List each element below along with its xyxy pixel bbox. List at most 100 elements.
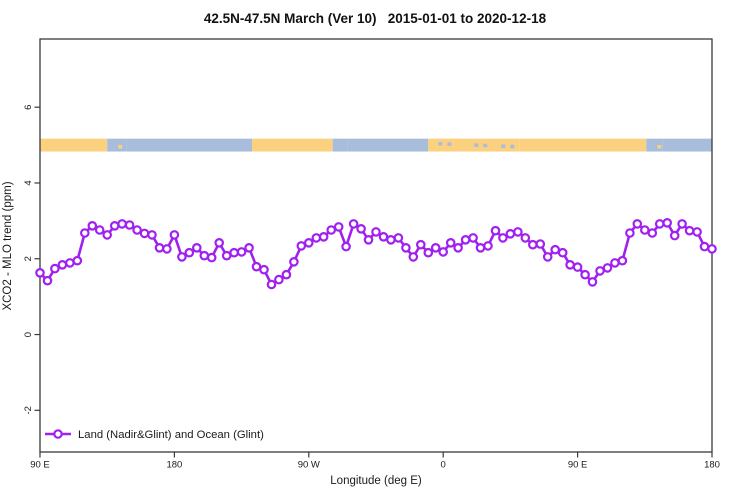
legend-label: Land (Nadir&Glint) and Ocean (Glint): [78, 429, 264, 441]
x-tick-label: 90 E: [30, 460, 50, 471]
band-segment-coast: [107, 138, 127, 152]
band-speck: [501, 144, 506, 148]
data-point: [184, 247, 195, 258]
data-point: [132, 225, 142, 235]
data-point: [527, 239, 538, 250]
data-point: [236, 247, 247, 257]
data-point: [229, 247, 239, 258]
data-point: [498, 233, 508, 243]
y-axis-title: XCO2 - MLO trend (ppm): [2, 181, 14, 310]
x-tick-label: 0: [441, 460, 446, 471]
data-point: [490, 225, 501, 236]
legend-marker-icon: [53, 429, 63, 439]
x-tick-label: 180: [704, 460, 720, 471]
band-speck: [118, 145, 123, 149]
data-point: [80, 228, 90, 238]
data-point: [662, 218, 673, 228]
data-point: [602, 263, 613, 273]
data-point: [386, 235, 396, 245]
data-point: [610, 258, 620, 268]
data-point: [595, 266, 605, 276]
data-point: [259, 264, 269, 275]
data-point: [65, 258, 75, 268]
data-point: [221, 250, 232, 261]
data-point: [468, 233, 478, 243]
data-point: [177, 252, 187, 262]
data-point: [430, 243, 441, 253]
data-point: [289, 256, 299, 267]
data-point: [341, 241, 351, 252]
data-point: [483, 241, 493, 251]
data-point: [557, 247, 568, 258]
data-point: [281, 269, 292, 280]
data-point: [348, 219, 359, 229]
data-point: [393, 233, 404, 243]
band-segment-ocean: [126, 138, 253, 152]
y-tick-label: -2: [23, 406, 34, 414]
data-point: [35, 267, 45, 278]
data-point: [199, 250, 210, 261]
data-point: [632, 219, 643, 229]
data-point: [311, 233, 322, 243]
data-point: [625, 228, 635, 238]
y-tick-label: 2: [23, 256, 34, 261]
data-point: [296, 241, 307, 251]
data-point: [505, 229, 516, 239]
data-point: [154, 243, 165, 253]
data-point: [542, 252, 553, 262]
data-point: [214, 238, 225, 248]
data-point: [162, 244, 172, 254]
data-point: [460, 235, 471, 245]
data-point: [303, 238, 314, 248]
data-point: [50, 263, 60, 274]
axes: 90 E 180 90 W 0 90 E 180 -2 0 2 4 6: [23, 38, 720, 471]
data-point: [72, 255, 83, 266]
data-point: [139, 228, 150, 239]
data-point: [453, 243, 463, 253]
data-point: [401, 243, 411, 253]
band-segment-coast: [332, 138, 348, 152]
band-speck: [483, 143, 488, 148]
data-point: [550, 244, 561, 255]
data-point: [647, 228, 658, 238]
x-tick-label: 90 E: [568, 460, 588, 471]
land-ocean-band: [40, 138, 712, 152]
data-point: [639, 225, 650, 235]
data-point: [684, 225, 695, 236]
band-speck: [438, 142, 443, 146]
plot-box: [39, 38, 713, 453]
data-point: [677, 219, 687, 229]
data-point: [513, 227, 523, 237]
band-speck: [657, 145, 662, 149]
band-segment-ocean: [662, 138, 712, 152]
data-point: [333, 222, 344, 232]
band-segment-land: [252, 138, 333, 152]
data-point: [42, 275, 53, 286]
chart-title: 42.5N-47.5N March (Ver 10) 2015-01-01 to…: [203, 11, 547, 26]
data-point: [124, 220, 135, 230]
band-speck: [474, 143, 479, 147]
data-point: [206, 252, 217, 263]
data-point: [699, 241, 710, 252]
data-point: [438, 247, 449, 257]
data-point: [169, 230, 180, 240]
data-point: [371, 227, 381, 237]
data-point: [580, 269, 590, 280]
data-point: [475, 243, 486, 253]
data-point: [356, 224, 366, 234]
legend: Land (Nadir&Glint) and Ocean (Glint): [45, 429, 264, 441]
data-point: [109, 221, 120, 231]
data-point: [117, 219, 127, 229]
data-point: [94, 225, 105, 235]
data-point: [520, 233, 531, 243]
data-point: [572, 262, 583, 272]
data-point: [266, 279, 277, 290]
data-point: [445, 238, 456, 248]
data-point: [274, 274, 284, 285]
x-tick-label: 90 W: [298, 460, 320, 471]
data-point: [244, 243, 254, 253]
y-tick-label: 0: [23, 332, 34, 337]
data-point: [654, 219, 665, 229]
